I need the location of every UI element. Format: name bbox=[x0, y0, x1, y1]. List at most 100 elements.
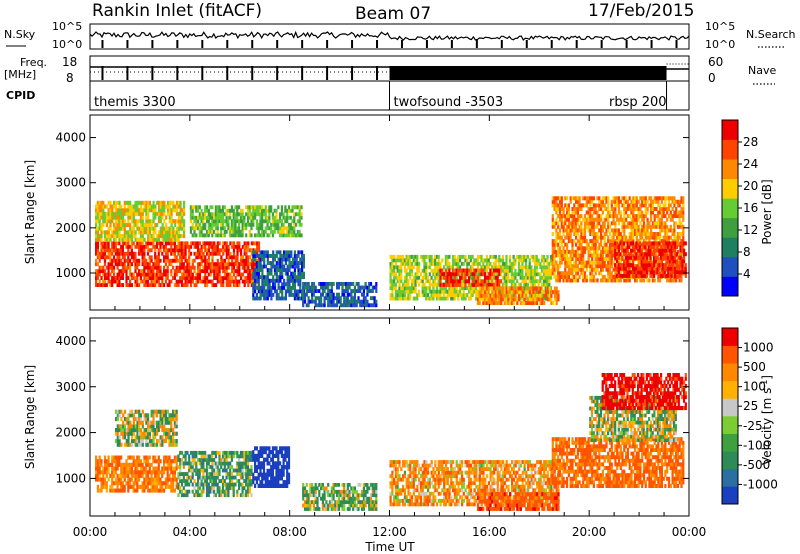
heatmap-cell bbox=[102, 241, 105, 246]
heatmap-cell bbox=[286, 226, 289, 231]
heatmap-cell bbox=[405, 275, 408, 280]
heatmap-cell bbox=[295, 296, 298, 301]
heatmap-cell bbox=[591, 246, 594, 251]
heatmap-cell bbox=[555, 249, 558, 254]
heatmap-cell bbox=[396, 268, 399, 273]
heatmap-cell bbox=[676, 224, 680, 229]
heatmap-cell bbox=[209, 226, 212, 231]
heatmap-cell bbox=[275, 261, 278, 265]
heatmap-cell bbox=[642, 199, 646, 204]
heatmap-cell bbox=[293, 257, 296, 262]
heatmap-cell bbox=[657, 199, 660, 204]
heatmap-cell bbox=[583, 278, 587, 283]
heatmap-cell bbox=[407, 261, 410, 266]
heatmap-cell bbox=[646, 232, 649, 236]
heatmap-cell bbox=[257, 226, 260, 231]
heatmap-cell bbox=[633, 248, 636, 253]
heatmap-cell bbox=[632, 203, 635, 208]
heatmap-cell bbox=[480, 286, 483, 291]
heatmap-cell bbox=[473, 289, 476, 294]
heatmap-cell bbox=[567, 271, 570, 276]
heatmap-cell bbox=[120, 258, 123, 263]
heatmap-cell bbox=[221, 219, 225, 224]
heatmap-cell bbox=[560, 274, 563, 279]
heatmap-cell bbox=[557, 293, 560, 298]
heatmap-cell bbox=[311, 289, 314, 293]
heatmap-cell bbox=[605, 257, 608, 261]
heatmap-cell bbox=[127, 265, 130, 270]
heatmap-cell bbox=[544, 265, 547, 270]
heatmap-cell bbox=[569, 224, 572, 229]
heatmap-cell bbox=[202, 279, 205, 284]
heatmap-cell bbox=[630, 207, 633, 211]
heatmap-cell bbox=[592, 224, 595, 229]
heatmap-cell bbox=[180, 279, 184, 284]
heatmap-cell bbox=[412, 286, 415, 291]
heatmap-cell bbox=[100, 251, 103, 256]
heatmap-cell bbox=[216, 219, 219, 224]
heatmap-cell bbox=[430, 261, 433, 266]
heatmap-cell bbox=[558, 228, 562, 233]
heatmap-cell bbox=[644, 207, 647, 211]
heatmap-cell bbox=[630, 252, 633, 257]
heatmap-cell bbox=[394, 286, 397, 291]
heatmap-cell bbox=[459, 286, 462, 291]
heatmap-cell bbox=[396, 293, 399, 297]
heatmap-cell bbox=[521, 261, 524, 266]
heatmap-cell bbox=[125, 251, 128, 256]
heatmap-cell bbox=[302, 289, 305, 293]
heatmap-cell bbox=[139, 241, 142, 246]
heatmap-cell bbox=[441, 296, 444, 301]
heatmap-cell bbox=[478, 301, 481, 305]
heatmap-cell bbox=[487, 272, 490, 277]
heatmap-cell bbox=[241, 226, 244, 231]
heatmap-cell bbox=[539, 265, 542, 270]
heatmap-cell bbox=[207, 241, 210, 246]
heatmap-cell bbox=[428, 296, 431, 301]
heatmap-cell bbox=[286, 264, 289, 269]
heatmap-cell bbox=[204, 212, 207, 217]
heatmap-cell bbox=[321, 282, 324, 286]
heatmap-cell bbox=[476, 258, 480, 263]
heatmap-cell bbox=[104, 230, 107, 235]
heatmap-cell bbox=[148, 200, 152, 205]
heatmap-cell bbox=[526, 286, 529, 291]
heatmap-cell bbox=[457, 282, 460, 287]
heatmap-cell bbox=[257, 244, 261, 249]
heatmap-cell bbox=[635, 270, 638, 275]
heatmap-cell bbox=[232, 212, 235, 217]
heatmap-cell bbox=[553, 196, 556, 201]
heatmap-cell bbox=[283, 268, 286, 272]
heatmap-cell bbox=[578, 260, 581, 265]
heatmap-cell bbox=[288, 254, 291, 258]
heatmap-cell bbox=[275, 296, 278, 301]
heatmap-cell bbox=[259, 233, 262, 238]
heatmap-cell bbox=[640, 270, 643, 275]
heatmap-cell bbox=[596, 278, 599, 283]
heatmap-cell bbox=[519, 282, 522, 287]
heatmap-cell bbox=[139, 276, 142, 280]
heatmap-cell bbox=[644, 257, 647, 261]
heatmap-cell bbox=[594, 235, 597, 240]
heatmap-cell bbox=[391, 265, 394, 270]
nsky-axis-top: 10^5 bbox=[52, 20, 82, 33]
heatmap-cell bbox=[96, 283, 99, 287]
heatmap-cell bbox=[485, 297, 488, 302]
heatmap-cell bbox=[644, 224, 647, 229]
heatmap-cell bbox=[537, 290, 540, 295]
heatmap-cell bbox=[116, 283, 119, 287]
heatmap-cell bbox=[303, 285, 307, 290]
heatmap-cell bbox=[623, 224, 626, 229]
heatmap-cell bbox=[114, 262, 117, 267]
heatmap-cell bbox=[410, 254, 414, 259]
heatmap-cell bbox=[249, 248, 252, 253]
heatmap-cell bbox=[631, 273, 634, 278]
heatmap-cell bbox=[551, 239, 554, 244]
heatmap-cell bbox=[157, 251, 160, 256]
heatmap-cell bbox=[516, 279, 519, 284]
heatmap-cell bbox=[323, 289, 326, 293]
heatmap-cell bbox=[173, 272, 176, 277]
heatmap-cell bbox=[450, 296, 453, 301]
heatmap-cell bbox=[647, 263, 650, 268]
heatmap-cell bbox=[621, 235, 624, 240]
